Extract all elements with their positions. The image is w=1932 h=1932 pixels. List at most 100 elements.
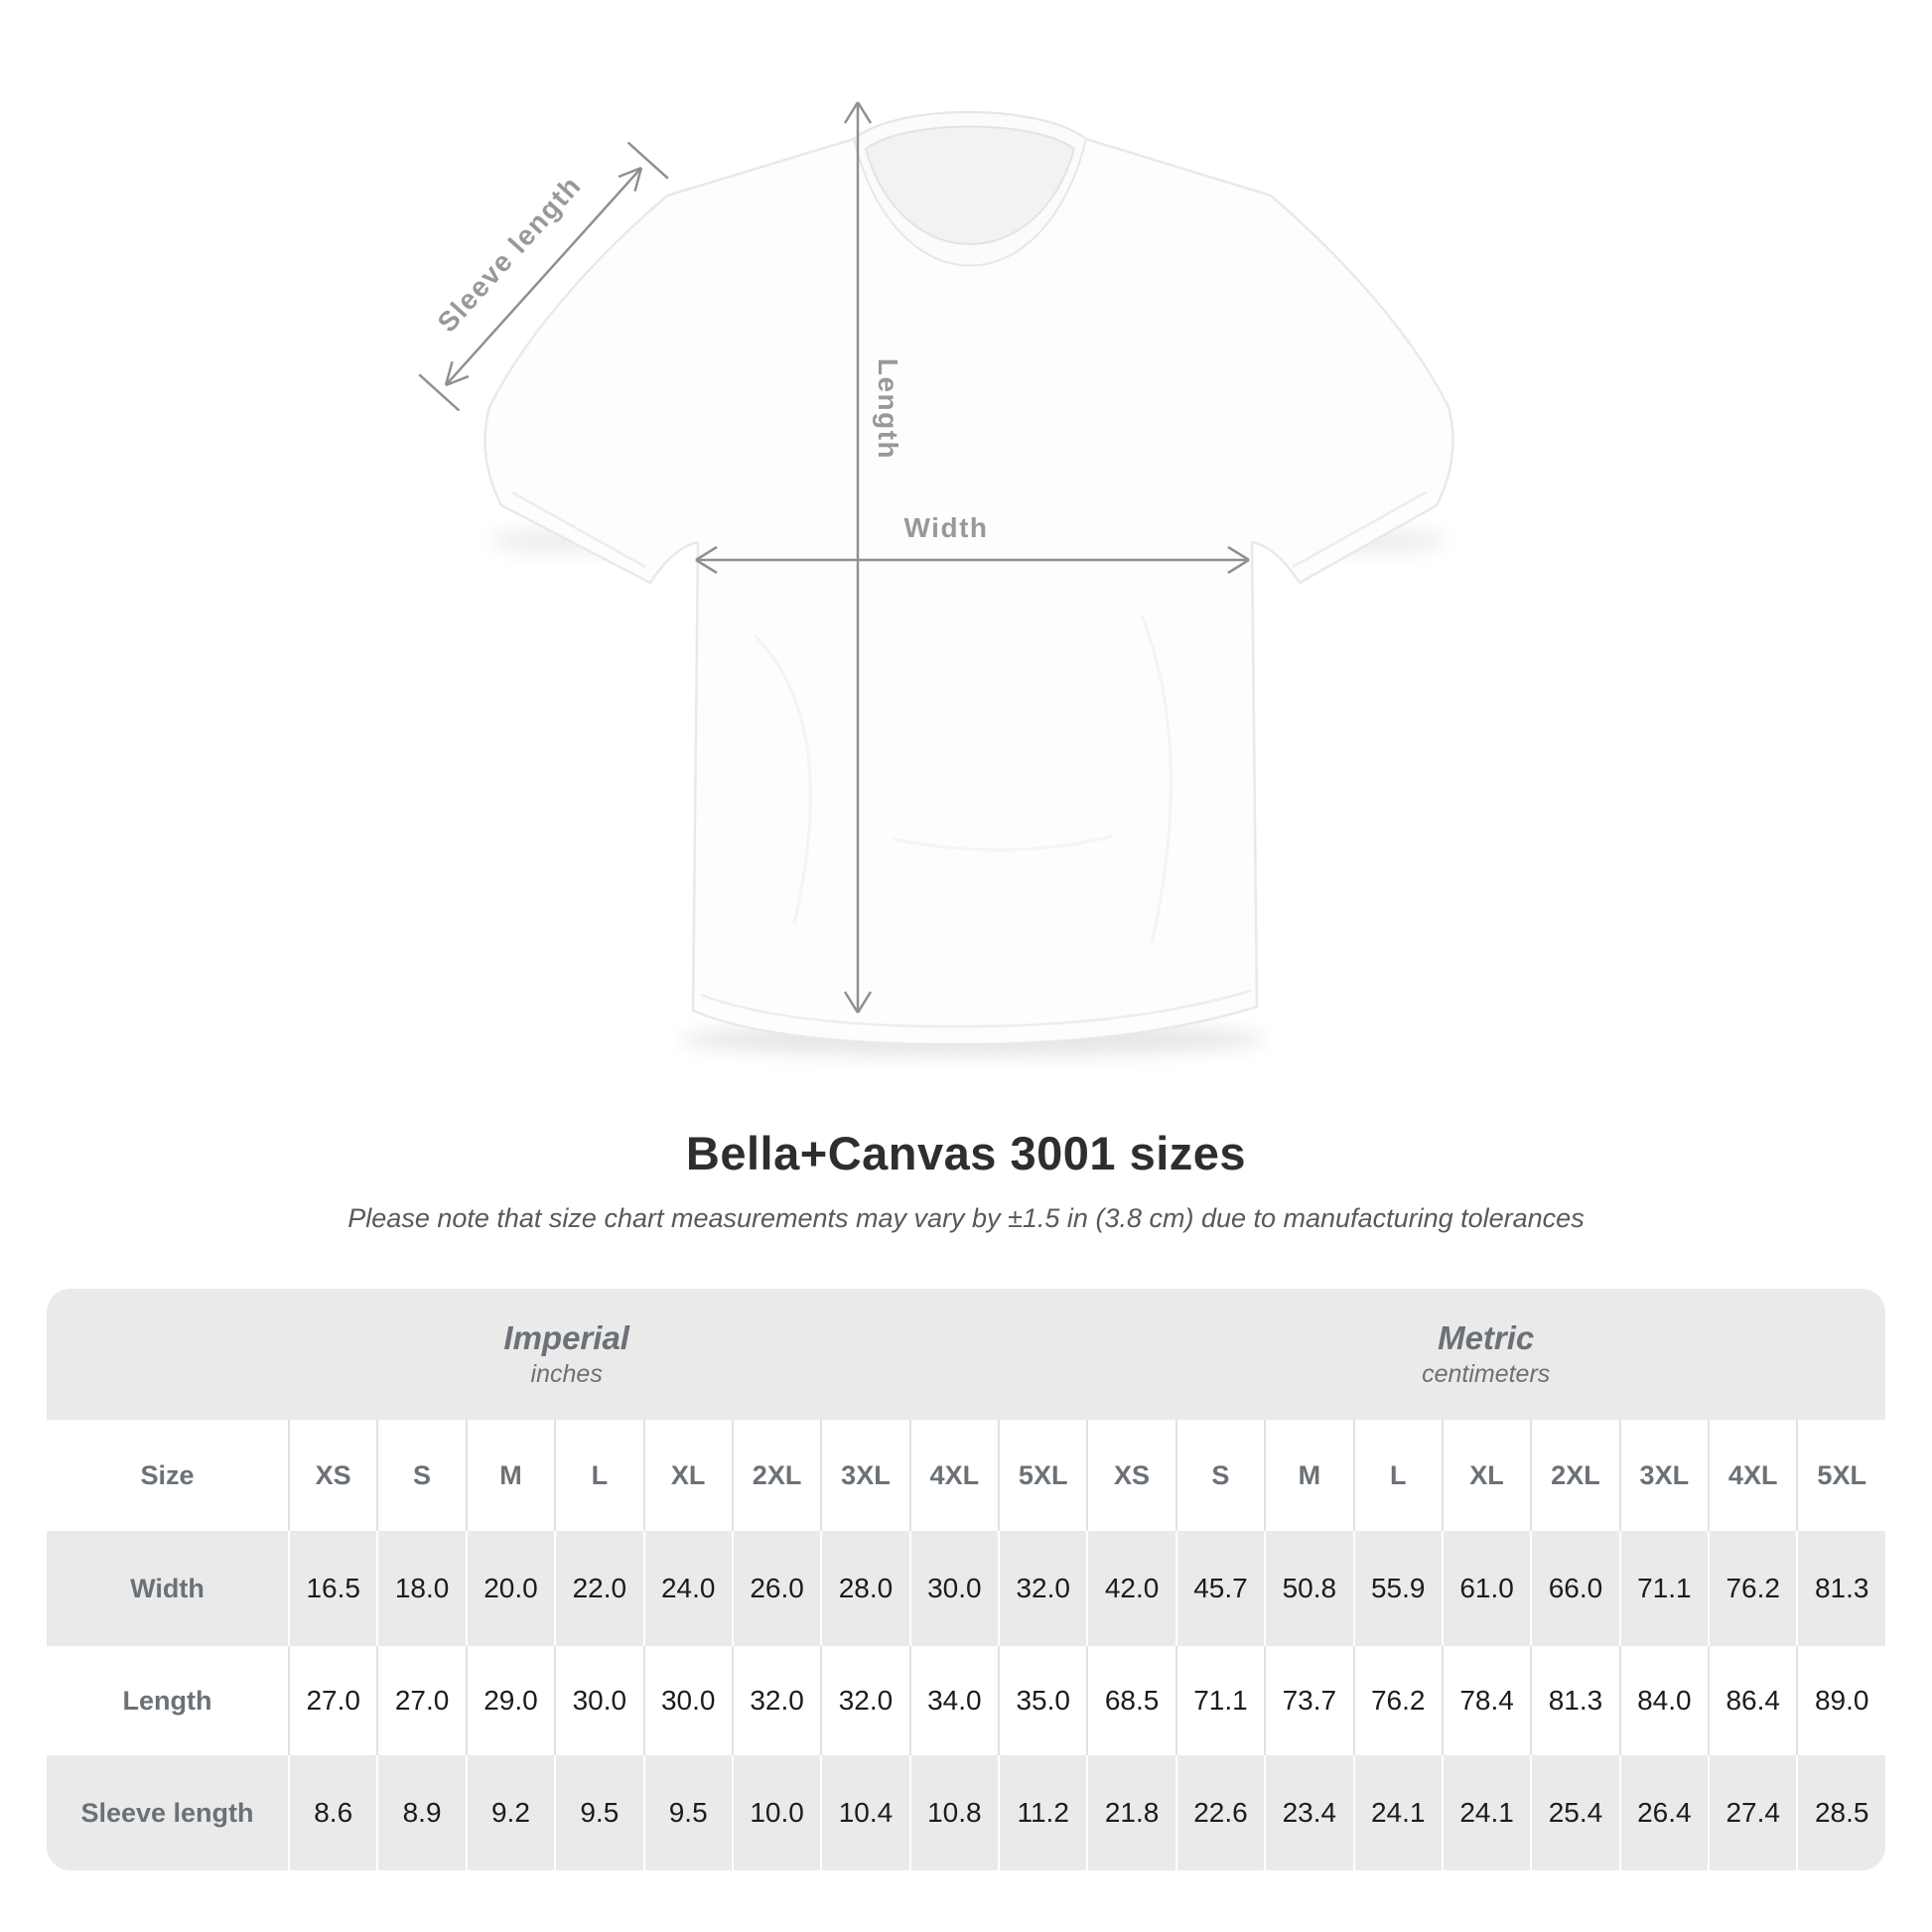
- measurement-cell: 11.2: [998, 1755, 1087, 1870]
- measurement-cell: 71.1: [1618, 1531, 1708, 1646]
- table-row-width: Width 16.5 18.0 20.0 22.0 24.0 26.0 28.0 30.0 32…: [47, 1531, 1885, 1646]
- size-column-header: 4XL: [908, 1420, 998, 1531]
- measurement-cell: 18.0: [376, 1531, 466, 1646]
- table-row-sleeve-length: Sleeve length 8.6 8.9 9.2 9.5 9.5 10.0 10.4 10.…: [47, 1755, 1885, 1870]
- size-column-header: XL: [1441, 1420, 1531, 1531]
- measurement-cell: 22.0: [554, 1531, 643, 1646]
- sleeve-length-arrow: [418, 141, 669, 412]
- measurement-cell: 9.5: [554, 1755, 643, 1870]
- measurement-cell: 24.1: [1441, 1755, 1531, 1870]
- size-column-header: S: [1174, 1420, 1265, 1531]
- size-header-cell: Size: [47, 1420, 288, 1531]
- measurement-cell: 45.7: [1174, 1531, 1265, 1646]
- measurement-cell: 84.0: [1618, 1646, 1708, 1755]
- wrinkle-line: [1140, 615, 1173, 944]
- measurement-cell: 23.4: [1264, 1755, 1353, 1870]
- size-column-header: XS: [288, 1420, 377, 1531]
- measurement-cell: 26.4: [1618, 1755, 1708, 1870]
- measurement-cell: 86.4: [1708, 1646, 1797, 1755]
- measurement-cell: 29.0: [465, 1646, 555, 1755]
- measurement-cell: 81.3: [1530, 1646, 1619, 1755]
- metric-label: Metric: [1438, 1319, 1535, 1357]
- size-column-header: 2XL: [1530, 1420, 1619, 1531]
- measurement-cell: 24.0: [642, 1531, 732, 1646]
- measurement-cell: 22.6: [1174, 1755, 1265, 1870]
- measurement-cell: 78.4: [1441, 1646, 1531, 1755]
- wrinkle-line: [753, 633, 812, 924]
- size-column-header: XS: [1086, 1420, 1175, 1531]
- tshirt-diagram-svg: Sleeve length Length Width: [418, 101, 1454, 1056]
- measurement-cell: 34.0: [908, 1646, 998, 1755]
- measurement-cell: 24.1: [1352, 1755, 1442, 1870]
- row-label: Width: [47, 1531, 288, 1646]
- measurement-cell: 26.0: [731, 1531, 821, 1646]
- wrinkle-line: [893, 834, 1113, 852]
- size-chart-table: Imperial inches Metric centimeters Size …: [47, 1289, 1885, 1870]
- measurement-cell: 30.0: [642, 1646, 732, 1755]
- size-column-header: XL: [642, 1420, 732, 1531]
- measurement-arrows: [418, 101, 1250, 1014]
- measurement-cell: 16.5: [288, 1531, 377, 1646]
- imperial-unit-label: inches: [530, 1360, 603, 1389]
- sleeve-hem-seam-left: [511, 490, 646, 569]
- measurement-cell: 50.8: [1264, 1531, 1353, 1646]
- width-arrow: [695, 545, 1250, 575]
- measurement-cell: 27.0: [376, 1646, 466, 1755]
- measurement-cell: 21.8: [1086, 1755, 1175, 1870]
- measurement-cell: 61.0: [1441, 1531, 1531, 1646]
- row-label: Sleeve length: [47, 1755, 288, 1870]
- measurement-cell: 32.0: [820, 1646, 909, 1755]
- size-column-header: 5XL: [998, 1420, 1087, 1531]
- measurement-cell: 10.8: [908, 1755, 998, 1870]
- tolerance-note: Please note that size chart measurements…: [347, 1203, 1585, 1233]
- length-arrow: [843, 101, 873, 1014]
- measurement-cell: 30.0: [908, 1531, 998, 1646]
- measurement-cell: 8.6: [288, 1755, 377, 1870]
- row-label: Length: [47, 1646, 288, 1755]
- measurement-cell: 32.0: [998, 1531, 1087, 1646]
- imperial-group-header: Imperial inches: [47, 1289, 1087, 1420]
- size-column-header: M: [1264, 1420, 1353, 1531]
- bottom-hem-seam: [700, 989, 1252, 1029]
- measurement-cell: 89.0: [1796, 1646, 1885, 1755]
- measurement-cell: 28.0: [820, 1531, 909, 1646]
- tshirt-illustration: [483, 110, 1454, 1046]
- measurement-cell: 9.5: [642, 1755, 732, 1870]
- size-column-header: 2XL: [731, 1420, 821, 1531]
- neck-opening: [864, 125, 1076, 245]
- measurement-cell: 27.4: [1708, 1755, 1797, 1870]
- size-column-header: 3XL: [1618, 1420, 1708, 1531]
- page-title: Bella+Canvas 3001 sizes: [685, 1127, 1247, 1179]
- unit-group-row: Imperial inches Metric centimeters: [47, 1289, 1885, 1420]
- size-column-header: L: [1352, 1420, 1442, 1531]
- size-column-header: M: [465, 1420, 555, 1531]
- measurement-cell: 25.4: [1530, 1755, 1619, 1870]
- measurement-cell: 30.0: [554, 1646, 643, 1755]
- measurement-cell: 76.2: [1708, 1531, 1797, 1646]
- table-row-length: Length 27.0 27.0 29.0 30.0 30.0 32.0 32.0 34.0 3…: [47, 1646, 1885, 1755]
- measurement-cell: 35.0: [998, 1646, 1087, 1755]
- measurement-cell: 27.0: [288, 1646, 377, 1755]
- measurement-cell: 42.0: [1086, 1531, 1175, 1646]
- measurement-cell: 10.4: [820, 1755, 909, 1870]
- measurement-cell: 28.5: [1796, 1755, 1885, 1870]
- measurement-cell: 71.1: [1174, 1646, 1265, 1755]
- sleeve-hem-seam-right: [1292, 490, 1427, 569]
- metric-unit-label: centimeters: [1422, 1360, 1551, 1389]
- tshirt-silhouette: [483, 110, 1454, 1046]
- size-column-header: S: [376, 1420, 466, 1531]
- measurement-cell: 73.7: [1264, 1646, 1353, 1755]
- size-column-header: 5XL: [1796, 1420, 1885, 1531]
- size-column-header: 4XL: [1708, 1420, 1797, 1531]
- imperial-label: Imperial: [503, 1319, 629, 1357]
- tshirt-measurement-diagram: Sleeve length Length Width: [418, 101, 1454, 1056]
- measurement-cell: 81.3: [1796, 1531, 1885, 1646]
- size-header-row: Size XS S M L XL 2XL 3XL 4XL 5XL XS S M L XL 2XL 3XL 4XL…: [47, 1420, 1885, 1531]
- measurement-cell: 32.0: [731, 1646, 821, 1755]
- measurement-cell: 55.9: [1352, 1531, 1442, 1646]
- size-table-container: Imperial inches Metric centimeters Size …: [47, 1289, 1885, 1870]
- measurement-cell: 8.9: [376, 1755, 466, 1870]
- width-label: Width: [904, 512, 989, 543]
- metric-group-header: Metric centimeters: [1086, 1289, 1885, 1420]
